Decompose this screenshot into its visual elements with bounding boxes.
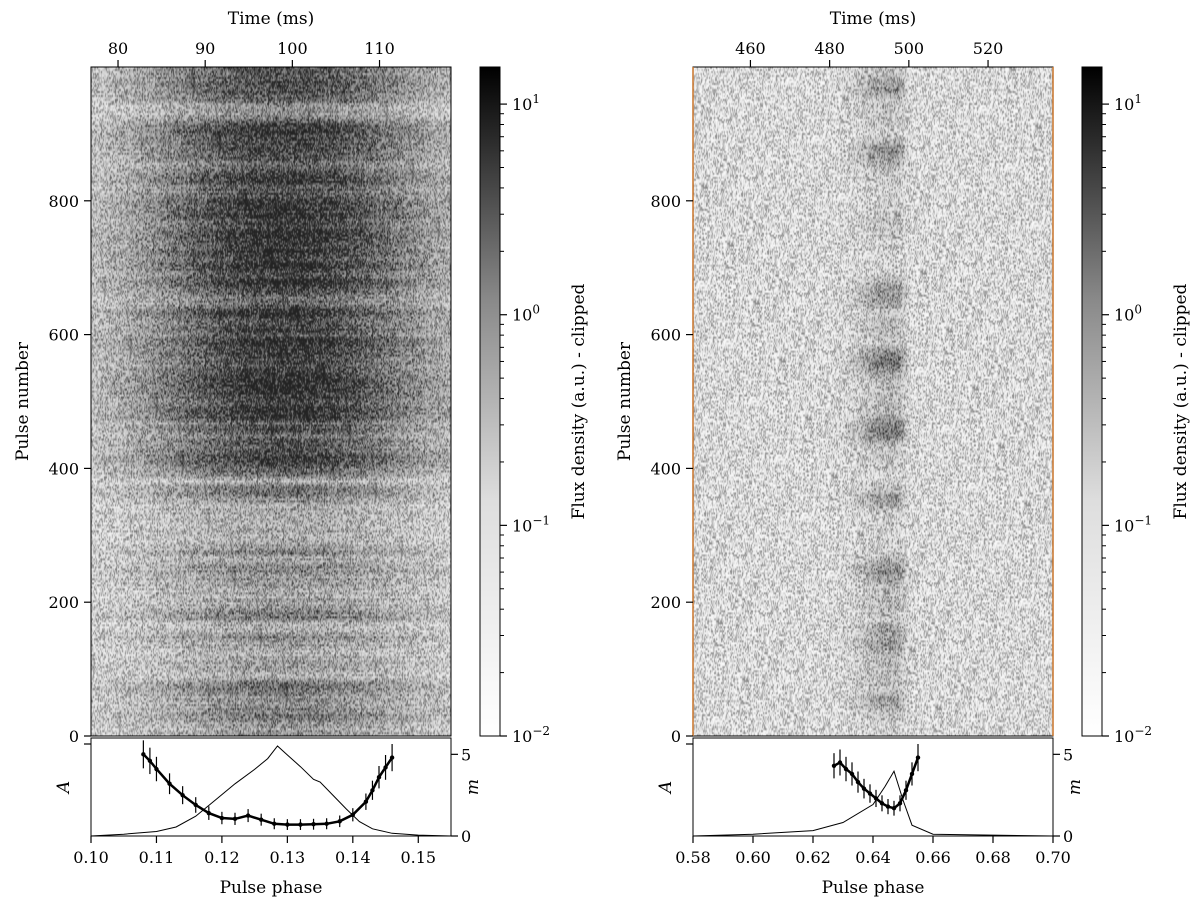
colorbar-label: Flux density (a.u.) - clipped xyxy=(1171,283,1191,519)
colorbar-tick-label: 100 xyxy=(512,303,540,325)
profile-A-label: A xyxy=(54,781,74,795)
top-tick-label: 80 xyxy=(108,39,128,58)
x-tick-label: 0.12 xyxy=(204,848,240,867)
top-tick-label: 500 xyxy=(894,39,925,58)
profile-frame xyxy=(692,737,1054,837)
y-axis-label: Pulse number xyxy=(615,341,635,461)
x-tick-label: 0.14 xyxy=(335,848,371,867)
top-tick-label: 90 xyxy=(195,39,215,58)
top-tick-label: 480 xyxy=(814,39,845,58)
y-axis-label: Pulse number xyxy=(13,341,33,461)
y-tick-label: 800 xyxy=(650,192,681,211)
x-tick-label: 0.68 xyxy=(975,848,1011,867)
y-tick-label: 600 xyxy=(48,326,79,345)
m-tick-label: 5 xyxy=(1063,745,1073,764)
y-tick-label: 0 xyxy=(69,727,79,746)
x-tick-label: 0.64 xyxy=(855,848,891,867)
y-tick-label: 200 xyxy=(48,593,79,612)
heatmap-image xyxy=(91,67,451,736)
colorbar-tick-label: 10−2 xyxy=(512,724,550,746)
x-tick-label: 0.60 xyxy=(735,848,771,867)
x-tick-label: 0.13 xyxy=(270,848,306,867)
modulation-line xyxy=(142,753,394,826)
y-tick-label: 400 xyxy=(650,459,681,478)
x-tick-label: 0.58 xyxy=(675,848,711,867)
y-tick-label: 0 xyxy=(671,727,681,746)
profile-line xyxy=(90,745,452,837)
top-tick-label: 460 xyxy=(735,39,766,58)
colorbar-tick-label: 101 xyxy=(512,92,540,114)
x-axis-label: Pulse phase xyxy=(822,878,925,898)
profile-m-label: m xyxy=(1065,779,1085,795)
top-tick-label: 100 xyxy=(277,39,308,58)
heatmap-frame xyxy=(90,66,452,737)
heatmap-image xyxy=(693,67,1053,736)
y-tick-label: 800 xyxy=(48,192,79,211)
y-tick-label: 400 xyxy=(48,459,79,478)
top-axis-label: Time (ms) xyxy=(228,9,314,29)
m-tick-label: 0 xyxy=(461,827,471,846)
profile-m-label: m xyxy=(463,779,483,795)
chart-panel-left: 80 90 100 110 Time (ms) 0 200 400 600 800 Pulse nu… xyxy=(13,9,589,898)
m-tick-label: 5 xyxy=(461,745,471,764)
x-tick-label: 0.10 xyxy=(73,848,109,867)
m-tick-label: 0 xyxy=(1063,827,1073,846)
x-tick-label: 0.62 xyxy=(795,848,831,867)
top-tick-label: 110 xyxy=(364,39,395,58)
y-tick-label: 600 xyxy=(650,326,681,345)
x-tick-label: 0.11 xyxy=(139,848,175,867)
x-axis-label: Pulse phase xyxy=(220,878,323,898)
colorbar-tick-label: 10−1 xyxy=(1114,513,1152,535)
x-tick-label: 0.15 xyxy=(400,848,436,867)
top-tick-label: 520 xyxy=(973,39,1004,58)
profile-frame xyxy=(90,737,452,837)
colorbar-tick-label: 10−1 xyxy=(512,513,550,535)
colorbar-tick-label: 10−2 xyxy=(1114,724,1152,746)
y-tick-label: 200 xyxy=(650,593,681,612)
profile-line xyxy=(692,769,1054,837)
colorbar-label: Flux density (a.u.) - clipped xyxy=(569,283,589,519)
modulation-line xyxy=(833,757,920,810)
colorbar xyxy=(1081,66,1103,737)
colorbar-tick-label: 101 xyxy=(1114,92,1142,114)
chart-panel-right: 460 480 500 520 Time (ms) 0 200 400 600 800 Pulse … xyxy=(615,9,1191,898)
x-tick-label: 0.66 xyxy=(915,848,951,867)
colorbar-tick-label: 100 xyxy=(1114,303,1142,325)
x-tick-label: 0.70 xyxy=(1035,848,1071,867)
colorbar xyxy=(479,66,501,737)
profile-A-label: A xyxy=(656,781,676,795)
top-axis-label: Time (ms) xyxy=(830,9,916,29)
